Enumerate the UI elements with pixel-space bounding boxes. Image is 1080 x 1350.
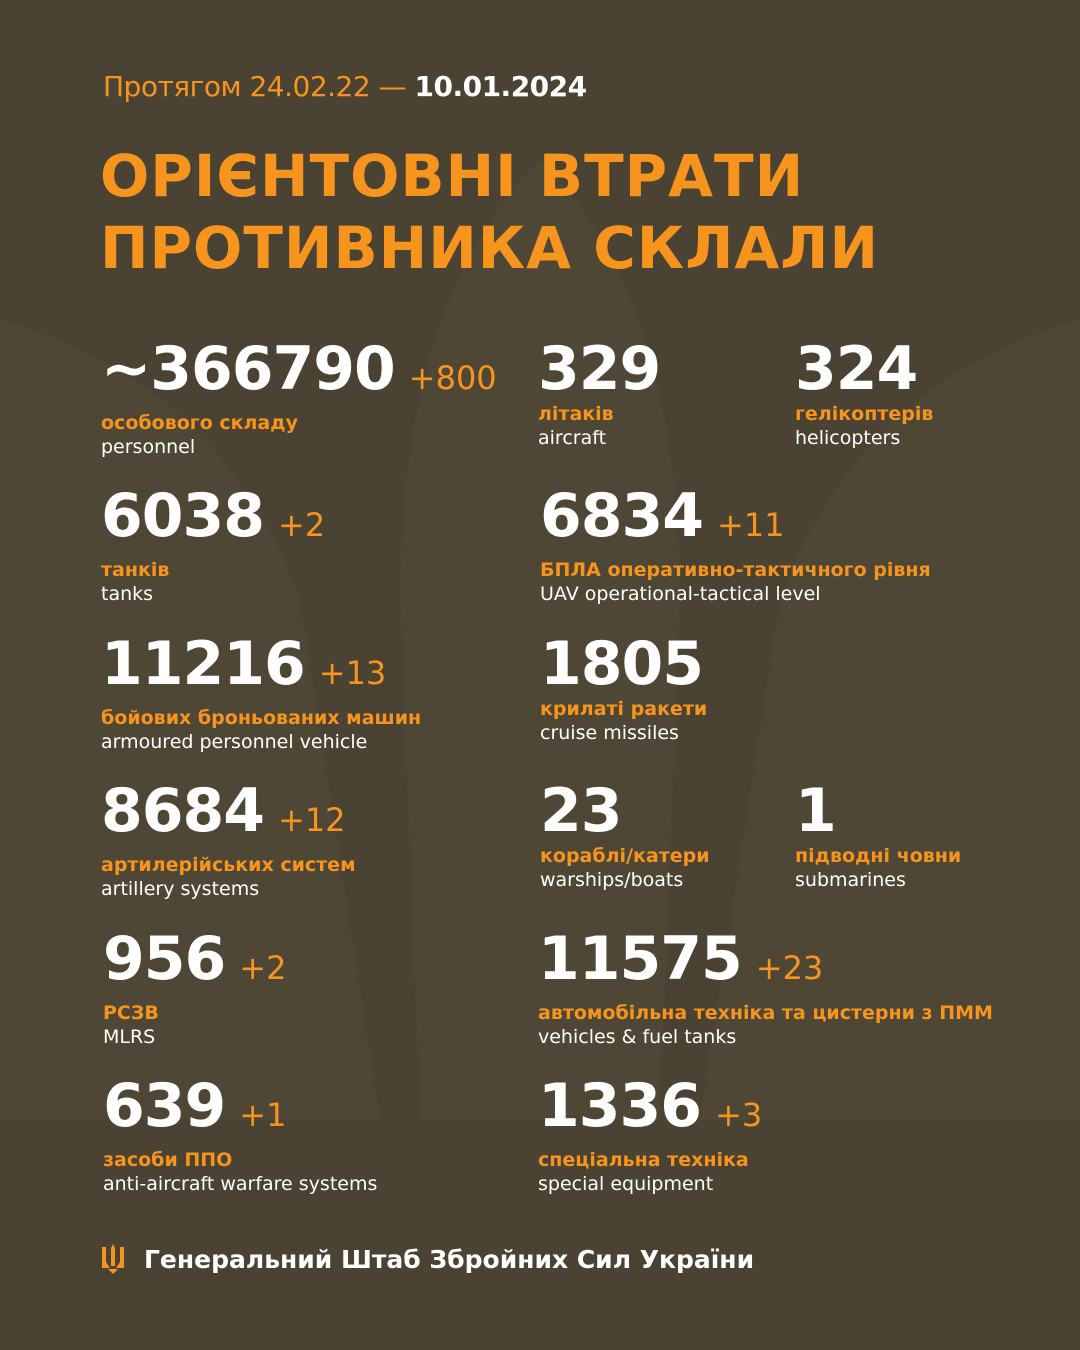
stat-label-ua: бойових броньованих машин <box>101 707 422 729</box>
stat-label-ua: кораблі/катери <box>540 845 710 867</box>
period: Протягом 24.02.22 — 10.01.2024 <box>103 70 587 103</box>
stat-armoured-personnel-vehicle: 11216 +13 бойових броньованих машин armoure… <box>101 633 421 755</box>
trident-icon <box>102 1244 124 1274</box>
stat-value: 329 <box>538 334 661 404</box>
stat-delta: +1 <box>239 1096 287 1134</box>
stat-delta: +2 <box>239 949 287 987</box>
stat-value: 1 <box>795 776 837 846</box>
stat-label-en: MLRS <box>103 1026 156 1048</box>
stat-label-ua: крилаті ракети <box>540 698 708 720</box>
stat-label-ua: гелікоптерів <box>795 403 934 425</box>
stat-label-ua: засоби ППО <box>103 1149 233 1171</box>
stat-label-ua: особового складу <box>101 412 298 434</box>
stat-label-en: helicopters <box>795 427 901 449</box>
stat-label-ua: артилерійських систем <box>101 854 356 876</box>
stat-value: 1336 +3 <box>538 1071 763 1141</box>
stat-label-en: UAV operational-tactical level <box>540 583 821 605</box>
stat-label-en: vehicles & fuel tanks <box>538 1026 737 1048</box>
stat-vehicles-fuel-tanks: 11575 +23 автомобільна техніка та цистерни… <box>538 928 993 1050</box>
stat-label-en: cruise missiles <box>540 722 679 744</box>
stat-value: 956 +2 <box>103 924 287 994</box>
stat-delta: +12 <box>278 801 346 839</box>
stat-aircraft: 329 літаків aircraft <box>538 334 661 451</box>
stat-delta: +13 <box>318 654 387 692</box>
stat-delta: +11 <box>717 506 785 544</box>
stat-uav-operational-tactical-level: 6834 +11 БПЛА оперативно-тактичного рівня U… <box>540 485 931 607</box>
stat-label-en: aircraft <box>538 427 607 449</box>
stat-label-en: artillery systems <box>101 878 260 900</box>
stat-value: 23 <box>540 776 622 846</box>
stat-delta: +800 <box>408 359 497 397</box>
stat-label-ua: РСЗВ <box>103 1002 159 1024</box>
stat-label-en: submarines <box>795 869 906 891</box>
stat-label-ua: підводні човни <box>795 845 962 867</box>
stat-label-en: personnel <box>101 436 196 458</box>
stat-artillery-systems: 8684 +12 артилерійських систем artillery sy… <box>101 780 356 902</box>
stat-special-equipment: 1336 +3 спеціальна техніка special equipmen… <box>538 1075 762 1197</box>
stat-helicopters: 324 гелікоптерів helicopters <box>795 338 933 451</box>
stat-label-ua: танків <box>101 559 170 581</box>
stat-label-ua: спеціальна техніка <box>538 1149 749 1171</box>
stat-delta: +2 <box>278 506 326 544</box>
stat-label-en: warships/boats <box>540 869 684 891</box>
stat-label-en: anti-aircraft warfare systems <box>103 1173 378 1195</box>
stat-submarines: 1 підводні човни submarines <box>795 780 961 893</box>
stat-tanks: 6038 +2 танків tanks <box>101 485 325 607</box>
stat-label-en: special equipment <box>538 1173 714 1195</box>
stat-value: 11575 +23 <box>538 924 824 994</box>
stat-label-ua: літаків <box>538 403 614 425</box>
page-title: ОРІЄНТОВНІ ВТРАТИ ПРОТИВНИКА СКЛАЛИ <box>100 142 879 282</box>
stat-label-ua: автомобільна техніка та цистерни з ПММ <box>538 1002 993 1024</box>
stat-delta: +3 <box>715 1096 763 1134</box>
stat-delta: +23 <box>755 949 824 987</box>
stat-value: 6038 +2 <box>101 481 326 551</box>
stat-anti-aircraft-warfare-systems: 639 +1 засоби ППО anti-aircraft warfare sys… <box>103 1075 377 1197</box>
stat-label-en: armoured personnel vehicle <box>101 731 368 753</box>
stat-value: 11216 +13 <box>101 629 387 699</box>
stat-mlrs: 956 +2 РСЗВ MLRS <box>103 928 286 1050</box>
stat-value: 6834 +11 <box>540 481 785 551</box>
stat-value: ~366790 +800 <box>101 334 497 404</box>
footer: Генеральний Штаб Збройних Сил України <box>100 1244 754 1274</box>
stat-value: 1805 <box>540 629 704 699</box>
stat-value: 639 +1 <box>103 1071 287 1141</box>
stat-warships-boats: 23 кораблі/катери warships/boats <box>540 780 710 893</box>
stat-personnel: ~366790 +800 особового складу personnel <box>101 338 497 460</box>
stat-cruise-missiles: 1805 крилаті ракети cruise missiles <box>540 633 707 746</box>
stat-label-en: tanks <box>101 583 154 605</box>
stat-label-ua: БПЛА оперативно-тактичного рівня <box>540 559 931 581</box>
stat-value: 8684 +12 <box>101 776 346 846</box>
stat-value: 324 <box>795 334 918 404</box>
